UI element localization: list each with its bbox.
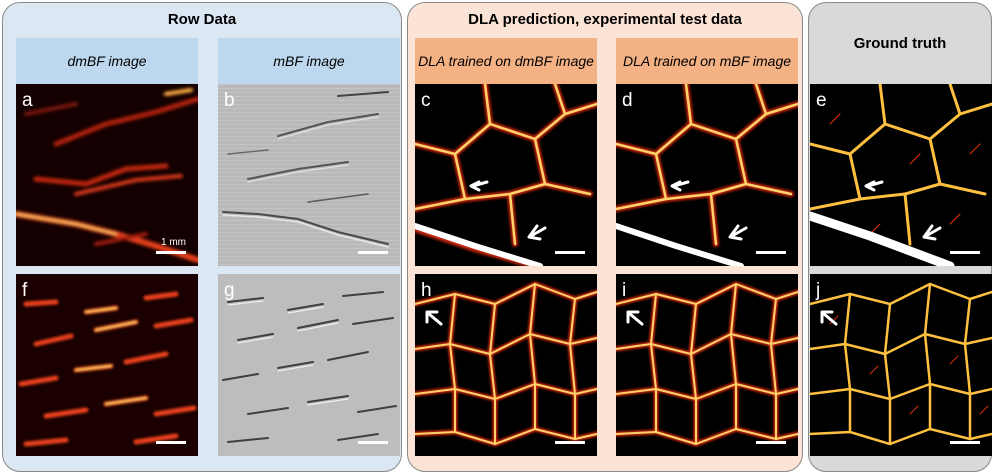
vessel-prediction-c — [415, 84, 597, 266]
panel-g-mbf-image: g — [218, 274, 400, 456]
panel-label-f: f — [22, 280, 28, 301]
panel-label-g: g — [224, 280, 235, 301]
scale-bar — [756, 251, 786, 254]
panel-j-ground-truth: j — [810, 274, 992, 456]
scale-bar — [358, 441, 388, 444]
scale-bar — [555, 251, 585, 254]
panel-e-ground-truth: e — [810, 84, 992, 266]
panel-label-h: h — [421, 280, 432, 301]
panel-label-b: b — [224, 90, 235, 111]
ground-truth-e — [810, 84, 992, 266]
column-header-dla-mbf: DLA trained on mBF image — [616, 38, 798, 84]
ground-truth-title: Ground truth — [853, 35, 947, 52]
column-header-dmbf: dmBF image — [16, 38, 198, 84]
dmbf-image-f — [16, 274, 198, 456]
mbf-image-b — [218, 84, 400, 266]
mbf-image-g — [218, 274, 400, 456]
raw-data-title: Row Data — [167, 11, 237, 28]
scale-bar — [950, 441, 980, 444]
vessel-prediction-i — [616, 274, 798, 456]
scale-bar — [555, 441, 585, 444]
scale-bar-label: 1 mm — [161, 237, 186, 248]
vessel-prediction-h — [415, 274, 597, 456]
panel-label-j: j — [816, 280, 821, 301]
panel-c-dla-dmbf: c — [415, 84, 597, 266]
panel-f-dmbf-image: f — [16, 274, 198, 456]
panel-label-a: a — [22, 90, 33, 111]
panel-a-dmbf-image: a 1 mm — [16, 84, 198, 266]
vessel-prediction-d — [616, 84, 798, 266]
panel-label-c: c — [421, 90, 431, 111]
panel-label-e: e — [816, 90, 827, 111]
scale-bar — [156, 251, 186, 254]
scale-bar — [950, 251, 980, 254]
dmbf-image-a — [16, 84, 198, 266]
scale-bar — [156, 441, 186, 444]
panel-i-dla-mbf: i — [616, 274, 798, 456]
panel-label-d: d — [622, 90, 633, 111]
panel-b-mbf-image: b — [218, 84, 400, 266]
scale-bar — [358, 251, 388, 254]
ground-truth-j — [810, 274, 992, 456]
column-header-mbf: mBF image — [218, 38, 400, 84]
scale-bar — [756, 441, 786, 444]
panel-h-dla-dmbf: h — [415, 274, 597, 456]
column-header-dla-dmbf: DLA trained on dmBF image — [415, 38, 597, 84]
dla-prediction-title: DLA prediction, experimental test data — [468, 11, 742, 28]
panel-label-i: i — [622, 280, 627, 301]
panel-d-dla-mbf: d — [616, 84, 798, 266]
